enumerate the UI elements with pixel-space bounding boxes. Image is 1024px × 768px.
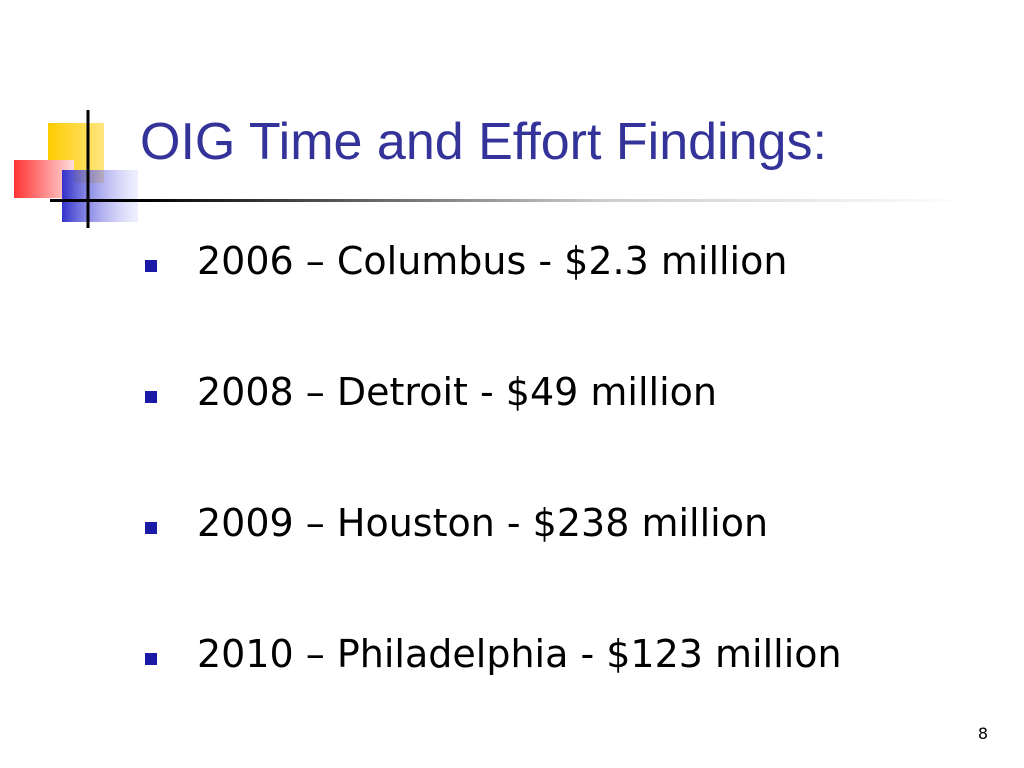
bullet-item: 2006 – Columbus - $2.3 million	[145, 238, 842, 369]
title-rule	[50, 199, 970, 202]
bullet-item: 2009 – Houston - $238 million	[145, 500, 842, 631]
bullet-item: 2010 – Philadelphia - $123 million	[145, 631, 842, 762]
slide-title: OIG Time and Effort Findings:	[140, 113, 827, 171]
page-number: 8	[977, 724, 988, 743]
bullet-list: 2006 – Columbus - $2.3 million 2008 – De…	[145, 238, 842, 762]
bullet-item: 2008 – Detroit - $49 million	[145, 369, 842, 500]
logo-decoration	[14, 110, 138, 228]
